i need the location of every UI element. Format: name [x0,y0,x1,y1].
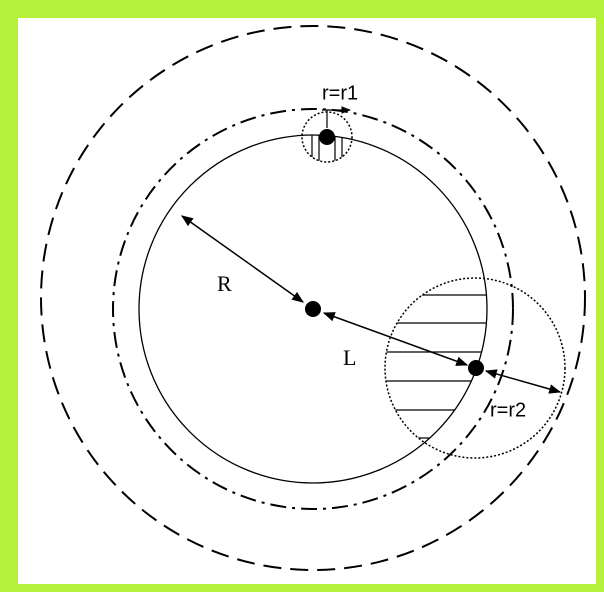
main-radius-label: R [217,271,232,296]
small-center-point [319,129,335,145]
distance-label: L [343,345,356,370]
large-dotted-circle [384,277,566,459]
center-point [305,301,321,317]
large-center-point [468,360,484,376]
small-radius-label: r=r1 [322,82,358,104]
outer-dashed-circle [40,25,586,571]
dash-dot-circle [112,108,514,510]
distance-arrow [322,312,469,366]
canvas [18,18,596,584]
radius-arrow [181,215,304,303]
main-circle [138,134,488,484]
large-radius-arrow [484,369,562,394]
large-radius-label: r=r2 [490,399,526,421]
